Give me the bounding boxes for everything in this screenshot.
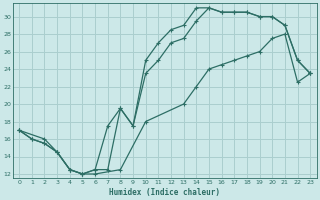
X-axis label: Humidex (Indice chaleur): Humidex (Indice chaleur) [109, 188, 220, 197]
